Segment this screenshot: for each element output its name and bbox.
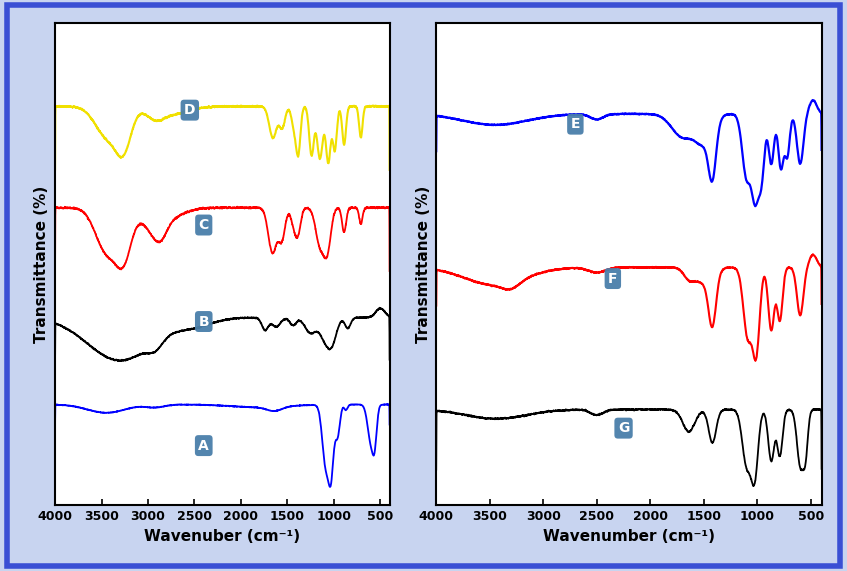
Text: F: F: [608, 272, 617, 286]
Text: E: E: [571, 117, 580, 131]
Text: D: D: [184, 103, 196, 117]
Text: B: B: [198, 315, 209, 328]
Y-axis label: Transmittance (%): Transmittance (%): [416, 186, 430, 343]
X-axis label: Wavenumber (cm⁻¹): Wavenumber (cm⁻¹): [543, 529, 715, 544]
Y-axis label: Transmittance (%): Transmittance (%): [35, 186, 49, 343]
Text: C: C: [199, 218, 209, 232]
X-axis label: Wavenuber (cm⁻¹): Wavenuber (cm⁻¹): [144, 529, 301, 544]
Text: A: A: [198, 439, 209, 453]
Text: G: G: [617, 421, 629, 435]
